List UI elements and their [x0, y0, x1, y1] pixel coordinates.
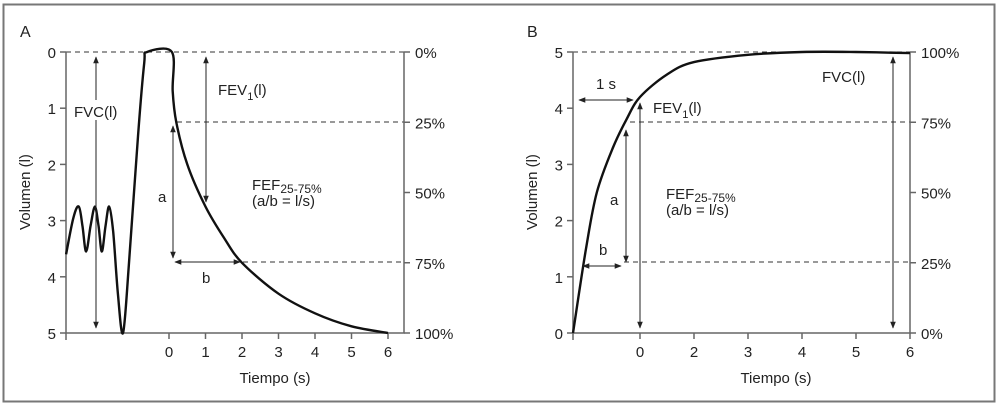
panel-b-fef-label: FEF25-75%: [666, 186, 736, 205]
panel-a-b-label: b: [202, 270, 210, 287]
x-tick-label: 3: [744, 344, 752, 361]
x-tick-label: 4: [798, 344, 806, 361]
x-tick-label: 2: [690, 344, 698, 361]
y-tick-label: 4: [48, 270, 56, 287]
panel-b-a-label: a: [610, 192, 619, 209]
y-tick-label: 3: [48, 214, 56, 231]
right-tick-label: 75%: [921, 115, 951, 132]
panel-b-label: B: [527, 24, 538, 41]
x-tick-label: 1: [201, 344, 209, 361]
right-tick-label: 25%: [415, 115, 445, 132]
panel-b: B 0 1 2 3 4 5 0 2 3 4 5 6 0% 25% 50% 75% 100% FVC(l) FEV…: [524, 24, 959, 387]
x-tick-label: 0: [636, 344, 644, 361]
y-tick-label: 1: [48, 101, 56, 118]
panel-a-curve: [64, 47, 389, 335]
panel-a-fef-label: FEF25-75%: [252, 177, 322, 196]
right-tick-label: 50%: [415, 186, 445, 203]
panel-a-xlabel: Tiempo (s): [239, 370, 310, 387]
y-tick-label: 2: [48, 157, 56, 174]
right-tick-label: 75%: [415, 256, 445, 273]
panel-b-ylabel: Volumen (l): [524, 154, 541, 230]
y-tick-label: 0: [555, 326, 563, 343]
x-tick-label: 0: [165, 344, 173, 361]
panel-b-fev1-label: FEV1(l): [653, 100, 702, 121]
panel-b-fef-formula: (a/b = l/s): [666, 202, 729, 219]
x-tick-label: 6: [906, 344, 914, 361]
y-tick-label: 2: [555, 214, 563, 231]
y-tick-label: 0: [48, 45, 56, 62]
panel-a-fef-formula: (a/b = l/s): [252, 193, 315, 210]
right-tick-label: 50%: [921, 186, 951, 203]
panel-a-a-label: a: [158, 189, 167, 206]
panel-a-fev1-label: FEV1(l): [218, 82, 267, 103]
panel-a-fvc-label: FVC(l): [74, 104, 117, 121]
y-tick-label: 4: [555, 101, 563, 118]
right-tick-label: 25%: [921, 256, 951, 273]
x-tick-label: 2: [238, 344, 246, 361]
panel-b-xlabel: Tiempo (s): [740, 370, 811, 387]
panel-b-1s-label: 1 s: [596, 76, 616, 93]
panel-b-fvc-label: FVC(l): [822, 69, 865, 86]
panel-b-b-label: b: [599, 242, 607, 259]
figure-border: [2, 3, 996, 403]
right-tick-label: 0%: [415, 45, 437, 62]
x-tick-label: 5: [347, 344, 355, 361]
x-tick-label: 6: [384, 344, 392, 361]
x-tick-label: 3: [274, 344, 282, 361]
y-tick-label: 3: [555, 157, 563, 174]
y-tick-label: 1: [555, 270, 563, 287]
right-tick-label: 0%: [921, 326, 943, 343]
panel-a-ylabel: Volumen (l): [17, 154, 34, 230]
y-tick-label: 5: [555, 45, 563, 62]
right-tick-label: 100%: [415, 326, 453, 343]
right-tick-label: 100%: [921, 45, 959, 62]
y-tick-label: 5: [48, 326, 56, 343]
panel-b-curve: [571, 50, 911, 334]
x-tick-label: 4: [311, 344, 319, 361]
panel-b-axes: [572, 52, 911, 334]
panel-a-label: A: [20, 24, 31, 41]
panel-a: A 0 1 2 3 4 5 0 1 2 3 4 5 6 0% 25% 50% 75% 100% FVC(l) FE…: [17, 24, 453, 387]
x-tick-label: 5: [852, 344, 860, 361]
